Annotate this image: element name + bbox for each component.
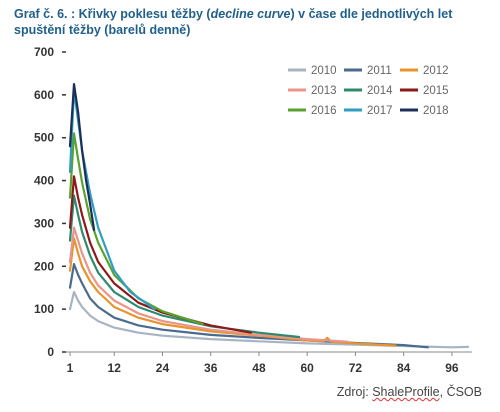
x-tick-label: 72 xyxy=(349,361,363,375)
y-tick-label: 200 xyxy=(34,259,54,273)
legend-label-2014: 2014 xyxy=(367,85,393,97)
y-tick-label: 300 xyxy=(34,216,54,230)
legend-label-2012: 2012 xyxy=(423,65,449,77)
title-part-2: ) v čase dle jednotlivých let spuštění t… xyxy=(14,7,453,37)
source-note: Zdroj: ShaleProfile, ČSOB xyxy=(337,385,482,399)
x-tick-label: 12 xyxy=(108,361,122,375)
chart-title: Graf č. 6. : Křivky poklesu těžby (decli… xyxy=(14,6,484,38)
legend-label-2015: 2015 xyxy=(423,85,449,97)
x-tick-label: 36 xyxy=(204,361,218,375)
legend-label-2010: 2010 xyxy=(311,65,337,77)
source-prefix: Zdroj: xyxy=(336,385,373,399)
series-line-2018 xyxy=(68,82,96,231)
series-line-2012 xyxy=(68,237,397,347)
legend-label-2016: 2016 xyxy=(311,105,337,117)
legend-label-2013: 2013 xyxy=(311,85,337,97)
y-tick-label: 500 xyxy=(34,131,54,145)
x-tick-label: 96 xyxy=(445,361,459,375)
source-suffix: , ČSOB xyxy=(439,385,482,399)
legend-label-2017: 2017 xyxy=(367,105,393,117)
y-tick-label: 600 xyxy=(34,88,54,102)
x-tick-label: 48 xyxy=(252,361,266,375)
x-tick-label: 24 xyxy=(156,361,170,375)
y-tick-label: 0 xyxy=(47,345,54,359)
legend-label-2018: 2018 xyxy=(423,105,449,117)
x-tick-label: 84 xyxy=(397,361,411,375)
series-line-2017 xyxy=(68,89,156,311)
source-link[interactable]: ShaleProfile xyxy=(372,385,440,399)
y-tick-label: 100 xyxy=(34,302,54,316)
legend-label-2011: 2011 xyxy=(367,65,392,77)
series-line-2013 xyxy=(68,226,349,343)
y-tick-label: 400 xyxy=(34,174,54,188)
title-part-1: Graf č. 6. : Křivky poklesu těžby ( xyxy=(14,7,211,21)
series-line-2014 xyxy=(68,194,301,339)
y-tick-label: 700 xyxy=(34,45,54,59)
x-tick-label: 60 xyxy=(301,361,315,375)
x-tick-label: 1 xyxy=(67,361,74,375)
title-italic: decline curve xyxy=(210,7,291,21)
